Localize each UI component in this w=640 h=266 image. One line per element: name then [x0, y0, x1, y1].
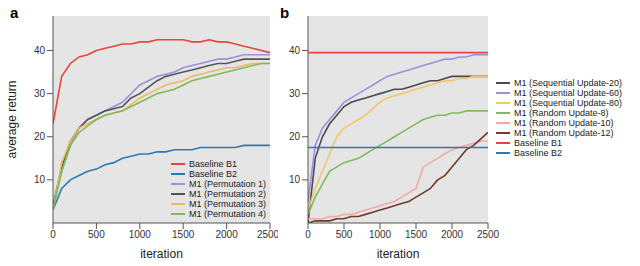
- html-text:Baseline B1: Baseline B1: [514, 138, 562, 148]
- html-text:M1 (Permutation 4): M1 (Permutation 4): [189, 209, 266, 219]
- svg-text:1500: 1500: [172, 229, 195, 240]
- html-text:Baseline B1: Baseline B1: [189, 159, 237, 169]
- svg-text:30: 30: [34, 88, 46, 99]
- html-text:M1 (Random Update-10): M1 (Random Update-10): [514, 118, 614, 128]
- svg-text:2000: 2000: [215, 229, 238, 240]
- svg-text:0: 0: [50, 229, 56, 240]
- svg-text:0: 0: [305, 229, 311, 240]
- svg-text:20: 20: [289, 131, 301, 142]
- svg-text:2000: 2000: [441, 229, 464, 240]
- svg-text:2500: 2500: [477, 229, 500, 240]
- svg-text:1000: 1000: [369, 229, 392, 240]
- svg-text:20: 20: [34, 131, 46, 142]
- html-text:Baseline B2: Baseline B2: [514, 148, 562, 158]
- html-text:M1 (Permutation 2): M1 (Permutation 2): [189, 189, 266, 199]
- html-text:Baseline B2: Baseline B2: [189, 169, 237, 179]
- html-text:M1 (Random Update-12): M1 (Random Update-12): [514, 128, 614, 138]
- svg-text:iteration: iteration: [377, 247, 420, 258]
- html-text:M1 (Sequential Update-80): M1 (Sequential Update-80): [514, 98, 623, 108]
- svg-text:average return: average return: [8, 80, 19, 158]
- html-text:M1 (Sequential Update-60): M1 (Sequential Update-60): [514, 88, 623, 98]
- html-text:a: a: [10, 4, 19, 21]
- svg-text:2500: 2500: [257, 229, 278, 240]
- svg-text:10: 10: [34, 174, 46, 185]
- html-text:M1 (Random Update-8): M1 (Random Update-8): [514, 108, 609, 118]
- html-text:M1 (Sequential Update-20): M1 (Sequential Update-20): [514, 78, 623, 88]
- svg-text:1000: 1000: [129, 229, 152, 240]
- html-text:M1 (Permutation 3): M1 (Permutation 3): [189, 199, 266, 209]
- html-text:b: b: [280, 4, 290, 21]
- svg-text:10: 10: [289, 174, 301, 185]
- svg-text:1500: 1500: [405, 229, 428, 240]
- svg-text:500: 500: [88, 229, 105, 240]
- svg-text:40: 40: [34, 45, 46, 56]
- svg-text:40: 40: [289, 45, 301, 56]
- svg-text:iteration: iteration: [140, 247, 183, 258]
- svg-text:30: 30: [289, 88, 301, 99]
- svg-text:500: 500: [336, 229, 353, 240]
- html-text:M1 (Permutation 1): M1 (Permutation 1): [189, 179, 266, 189]
